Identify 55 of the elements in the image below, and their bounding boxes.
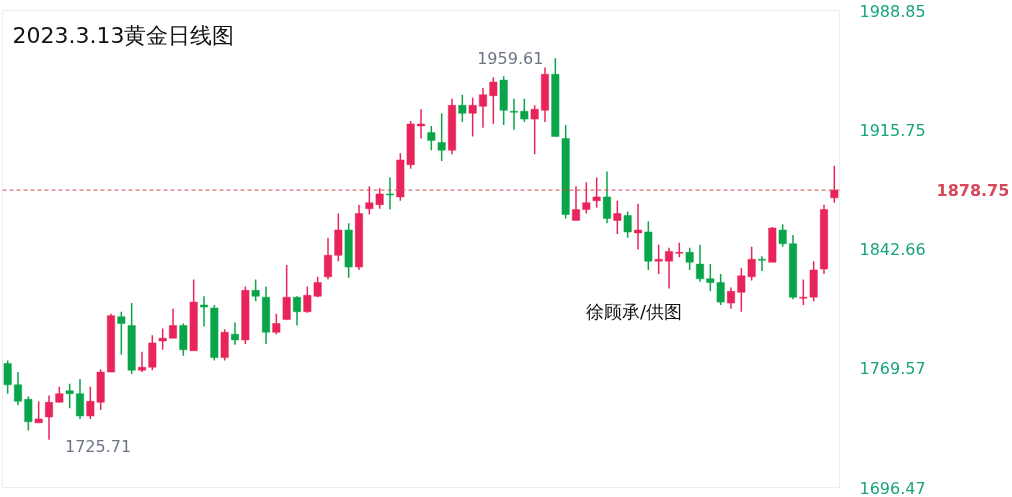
candlestick — [14, 371, 22, 406]
candlestick — [169, 308, 177, 339]
candlestick — [3, 359, 12, 395]
candlestick — [727, 286, 735, 310]
candlestick — [665, 246, 673, 290]
candlestick — [34, 400, 43, 424]
candlestick — [489, 76, 498, 125]
candlestick — [520, 97, 529, 123]
text: 2023.3.13黄金日线图 — [12, 22, 235, 48]
candlestick — [386, 176, 394, 211]
candlestick — [138, 350, 146, 373]
candlestick — [158, 327, 167, 351]
candlestick — [324, 237, 332, 281]
candlestick — [117, 311, 126, 356]
candlestick — [24, 395, 33, 432]
candlestick — [417, 108, 425, 140]
candlestick — [479, 87, 487, 129]
y-tick-label: 1696.47 — [859, 478, 926, 497]
candlestick — [437, 112, 446, 162]
candlestick — [530, 104, 539, 155]
annotation: 徐顾承/供图 — [585, 300, 682, 322]
candlestick — [685, 246, 694, 271]
candlestick — [572, 185, 580, 222]
candlestick — [830, 164, 839, 204]
candlestick — [603, 170, 611, 224]
y-tick-label: 1988.85 — [859, 1, 926, 21]
candlestick — [613, 200, 622, 235]
candlestick — [200, 295, 208, 328]
y-tick-label: 1769.57 — [859, 359, 926, 379]
candlestick — [654, 243, 663, 275]
candlestick — [458, 94, 467, 123]
candlestick — [65, 383, 74, 409]
candlestick — [634, 202, 642, 251]
candlestick — [696, 243, 704, 283]
candlestick — [510, 97, 518, 131]
candlestick — [799, 278, 808, 306]
candlestick — [778, 223, 787, 248]
candlestick — [582, 181, 591, 215]
candlestick — [592, 176, 601, 209]
candlestick — [231, 321, 239, 346]
annotation: 1725.71 — [65, 436, 132, 456]
candlestick — [427, 125, 436, 151]
candlestick — [758, 255, 766, 272]
candlestick — [293, 295, 301, 327]
ref-line-label: 1878.75 — [936, 181, 1010, 201]
candlestick — [468, 96, 477, 138]
candlestick — [76, 378, 84, 420]
y-tick-label: 1915.75 — [859, 120, 926, 140]
annotation: 1959.61 — [477, 49, 544, 69]
candlestick — [251, 278, 260, 302]
candlestick — [623, 210, 632, 239]
candlestick — [282, 264, 291, 321]
candlestick — [45, 394, 53, 441]
y-tick-label: 1842.66 — [859, 240, 926, 259]
candlestick — [272, 312, 281, 336]
